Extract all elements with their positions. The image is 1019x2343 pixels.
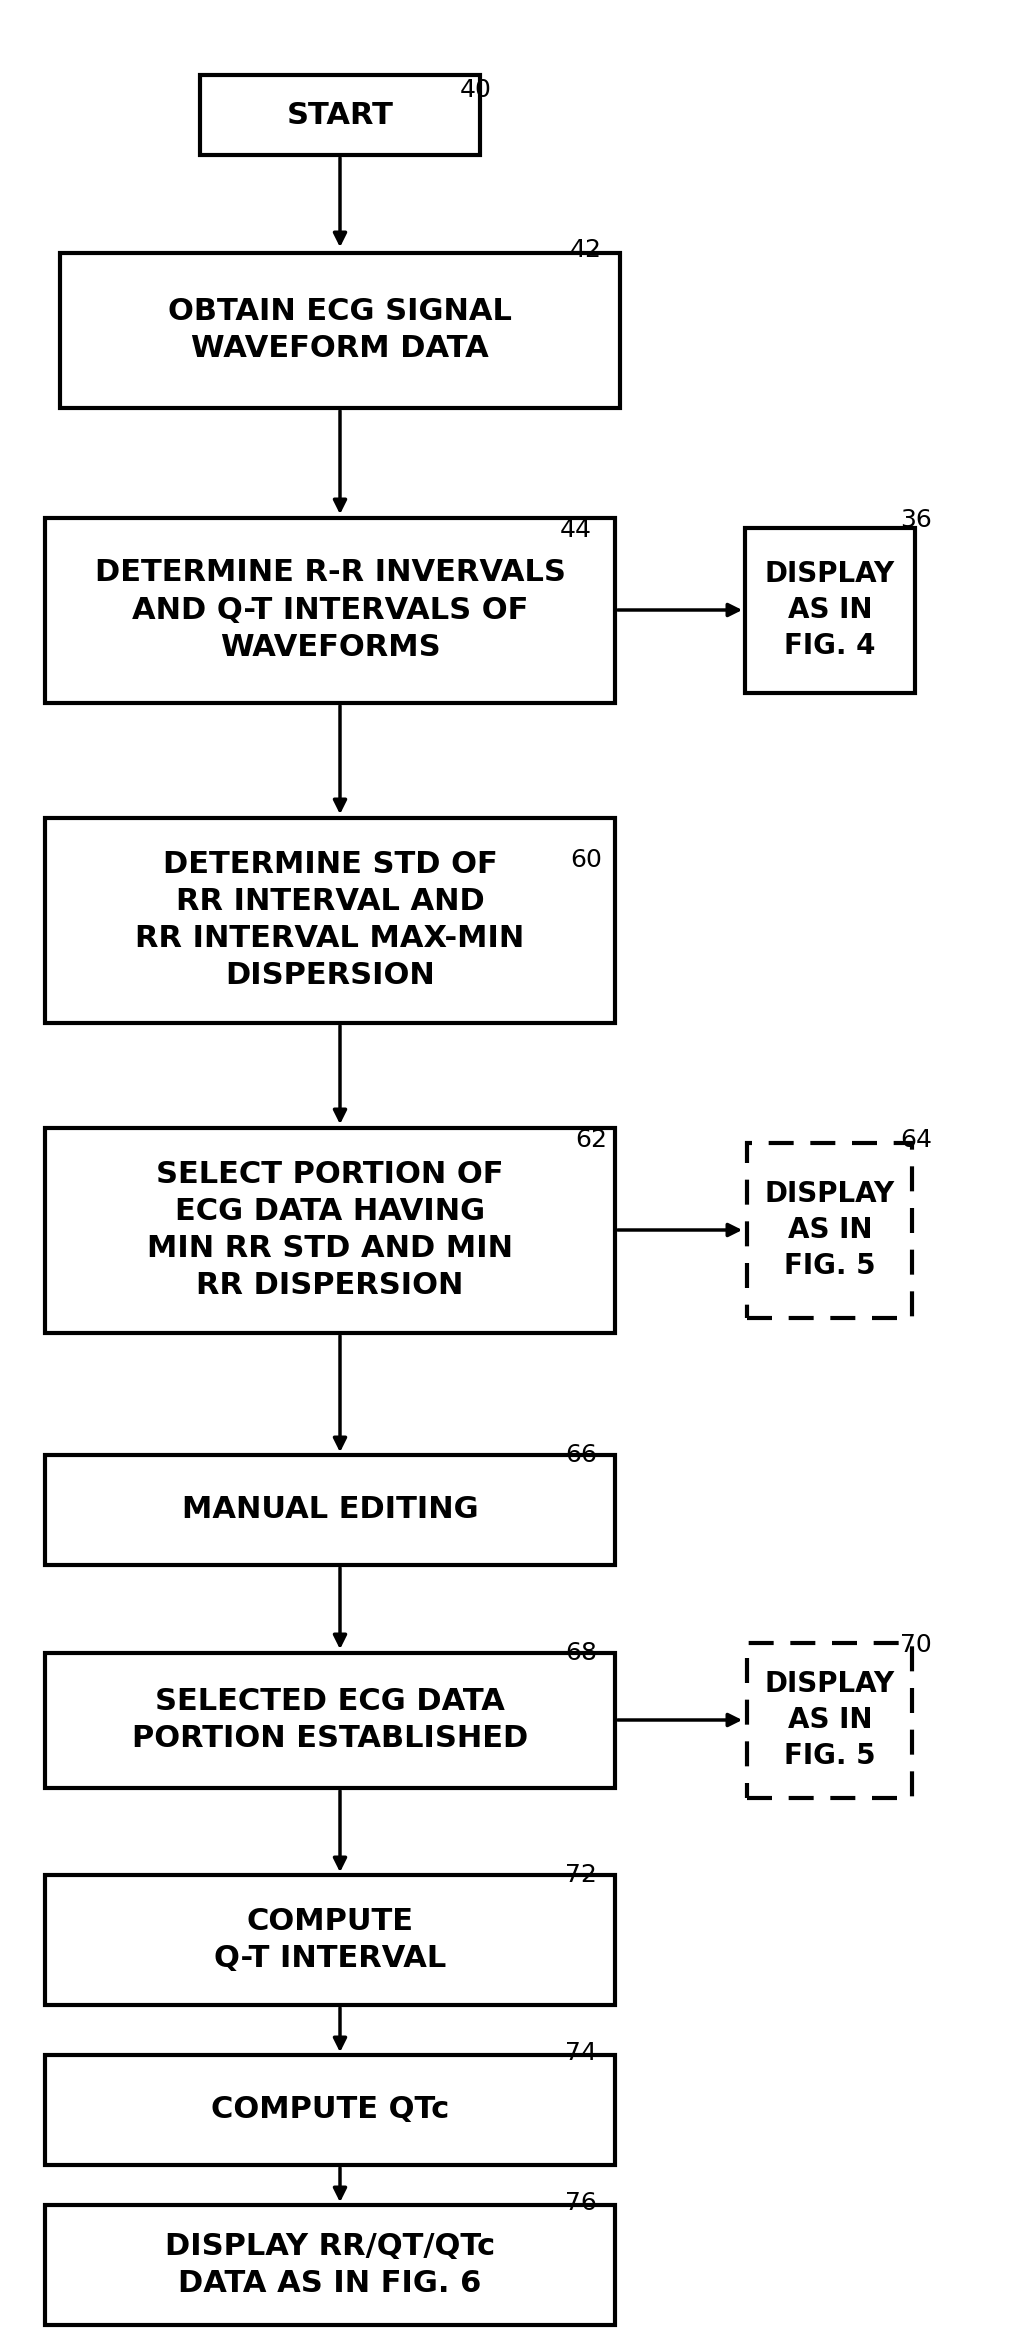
Text: SELECT PORTION OF
ECG DATA HAVING
MIN RR STD AND MIN
RR DISPERSION: SELECT PORTION OF ECG DATA HAVING MIN RR…: [147, 1160, 513, 1300]
Text: DISPLAY
AS IN
FIG. 5: DISPLAY AS IN FIG. 5: [764, 1181, 895, 1279]
Bar: [45, 2205, 614, 2324]
Text: DETERMINE R-R INVERVALS
AND Q-T INTERVALS OF
WAVEFORMS: DETERMINE R-R INVERVALS AND Q-T INTERVAL…: [95, 558, 565, 661]
Text: 40: 40: [460, 77, 491, 103]
Bar: [45, 818, 614, 1022]
Text: MANUAL EDITING: MANUAL EDITING: [181, 1495, 478, 1525]
Text: DISPLAY
AS IN
FIG. 5: DISPLAY AS IN FIG. 5: [764, 1671, 895, 1769]
Text: START: START: [286, 101, 393, 129]
Bar: [45, 1874, 614, 2006]
Bar: [200, 75, 480, 155]
Bar: [60, 253, 620, 408]
Bar: [45, 2055, 614, 2165]
Text: 70: 70: [899, 1633, 930, 1657]
Text: DETERMINE STD OF
RR INTERVAL AND
RR INTERVAL MAX-MIN
DISPERSION: DETERMINE STD OF RR INTERVAL AND RR INTE…: [136, 851, 524, 991]
Bar: [45, 1127, 614, 1333]
Text: 66: 66: [565, 1443, 596, 1467]
Bar: [45, 1455, 614, 1565]
Text: 72: 72: [565, 1863, 596, 1886]
Bar: [45, 518, 614, 703]
Text: 60: 60: [570, 848, 601, 872]
Text: 44: 44: [559, 518, 591, 541]
Text: 64: 64: [899, 1127, 931, 1153]
Text: 36: 36: [899, 508, 931, 532]
Text: 76: 76: [565, 2191, 596, 2214]
Text: DISPLAY RR/QT/QTc
DATA AS IN FIG. 6: DISPLAY RR/QT/QTc DATA AS IN FIG. 6: [165, 2233, 494, 2298]
Text: COMPUTE
Q-T INTERVAL: COMPUTE Q-T INTERVAL: [214, 1907, 445, 1973]
Text: OBTAIN ECG SIGNAL
WAVEFORM DATA: OBTAIN ECG SIGNAL WAVEFORM DATA: [168, 298, 512, 363]
Bar: [744, 527, 914, 694]
Text: SELECTED ECG DATA
PORTION ESTABLISHED: SELECTED ECG DATA PORTION ESTABLISHED: [131, 1687, 528, 1753]
Text: COMPUTE QTc: COMPUTE QTc: [211, 2095, 448, 2125]
Text: 42: 42: [570, 239, 601, 262]
Bar: [747, 1642, 912, 1797]
Text: 74: 74: [565, 2041, 596, 2064]
Text: DISPLAY
AS IN
FIG. 4: DISPLAY AS IN FIG. 4: [764, 560, 895, 661]
Bar: [45, 1652, 614, 1788]
Bar: [747, 1143, 912, 1317]
Text: 62: 62: [575, 1127, 606, 1153]
Text: 68: 68: [565, 1640, 596, 1666]
